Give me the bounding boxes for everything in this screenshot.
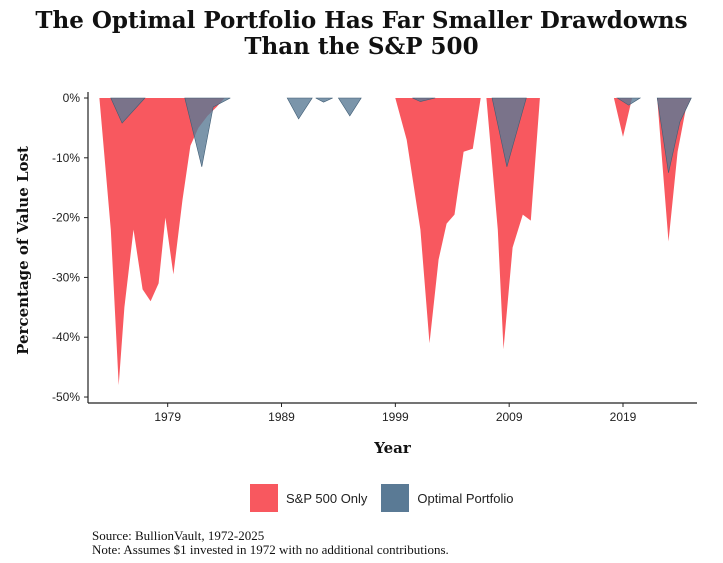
optimal-area-10: [491, 97, 527, 167]
chart-title-line-1: The Optimal Portfolio Has Far Smaller Dr…: [35, 7, 688, 34]
y-tick-label: -30%: [52, 270, 80, 284]
chart-title-line-2: Than the S&P 500: [244, 33, 479, 60]
optimal-area-12: [656, 97, 692, 173]
chart-title: The Optimal Portfolio Has Far Smaller Dr…: [0, 8, 723, 60]
source-note: Source: BullionVault, 1972-2025: [92, 528, 265, 543]
x-tick-label: 2019: [610, 410, 637, 424]
chart-svg: 0% -10% -20% -30% -40% -50% 1979 1989 1999 2009 2…: [14, 91, 697, 457]
sp500-area-1: [395, 98, 561, 350]
y-tick-label: 0%: [63, 91, 81, 105]
optimal-area-9: [412, 97, 436, 102]
legend-item-optimal: Optimal Portfolio: [381, 484, 514, 512]
y-tick-label: -50%: [52, 390, 80, 404]
x-tick-label: 1979: [154, 410, 181, 424]
sp500-area-0: [99, 98, 240, 386]
y-tick-label: -20%: [52, 211, 80, 225]
chart-areas: [99, 97, 692, 386]
optimal-area-7: [315, 97, 333, 103]
sp500-area-2: [613, 98, 637, 137]
chart-legend: S&P 500 Only Optimal Portfolio: [250, 484, 528, 512]
optimal-area-4: [110, 97, 146, 124]
legend-swatch-optimal: [381, 484, 410, 512]
legend-label-optimal: Optimal Portfolio: [417, 490, 514, 506]
x-axis-ticks: 1979 1989 1999 2009 2019: [154, 403, 637, 424]
x-axis-title: Year: [373, 439, 412, 457]
optimal-area-6: [286, 97, 313, 120]
optimal-area-5: [184, 97, 231, 167]
chart-footer: Source: BullionVault, 1972-2025 Note: As…: [92, 529, 449, 557]
x-tick-label: 1999: [382, 410, 409, 424]
optimal-area-11: [616, 97, 642, 106]
legend-item-sp500: S&P 500 Only: [250, 484, 367, 512]
y-tick-label: -40%: [52, 330, 80, 344]
legend-swatch-sp500: [250, 484, 278, 512]
x-tick-label: 1989: [268, 410, 295, 424]
assumption-note: Note: Assumes $1 invested in 1972 with n…: [92, 542, 449, 557]
optimal-area-8: [337, 97, 362, 117]
y-tick-label: -10%: [52, 151, 80, 165]
y-axis-ticks: 0% -10% -20% -30% -40% -50%: [52, 91, 88, 404]
legend-label-sp500: S&P 500 Only: [286, 490, 368, 506]
x-tick-label: 2009: [496, 410, 523, 424]
y-axis-title: Percentage of Value Lost: [14, 146, 32, 355]
